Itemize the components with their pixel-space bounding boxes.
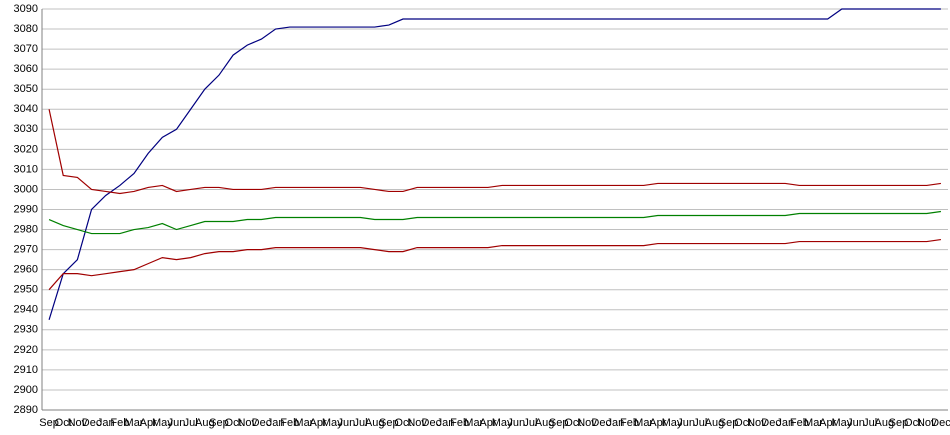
y-tick-label: 3000	[14, 183, 38, 195]
x-tick-label: Oct	[904, 417, 921, 429]
series-line	[48, 8, 941, 320]
x-tick-label: Apr	[479, 417, 496, 429]
x-tick-label: Nov	[747, 417, 767, 429]
x-tick-label: May	[492, 417, 513, 429]
y-tick-label: 3050	[14, 83, 38, 95]
x-tick-label: Jul	[693, 417, 707, 429]
x-tick-label: Sep	[889, 417, 909, 429]
x-tick-label: Mar	[464, 417, 483, 429]
x-tick-label: Dec	[252, 417, 272, 429]
x-tick-label: Jan	[776, 417, 794, 429]
x-tick-label: Mar	[125, 417, 144, 429]
x-tick-label: Jan	[267, 417, 285, 429]
x-tick-label: Mar	[804, 417, 823, 429]
x-tick-label: Mar	[634, 417, 653, 429]
x-tick-label: Dec	[82, 417, 102, 429]
y-tick-label: 3080	[14, 23, 38, 35]
x-tick-label: Feb	[450, 417, 469, 429]
y-tick-label: 3090	[14, 3, 38, 15]
y-tick-label: 3010	[14, 163, 38, 175]
x-tick-label: Jul	[863, 417, 877, 429]
y-tick-label: 2900	[14, 384, 38, 396]
y-tick-label: 2890	[14, 404, 38, 416]
x-tick-label: Oct	[564, 417, 581, 429]
y-tick-label: 2930	[14, 324, 38, 336]
x-tick-label: Nov	[237, 417, 257, 429]
x-tick-label: Jan	[97, 417, 115, 429]
y-tick-label: 3040	[14, 103, 38, 115]
series-line	[48, 210, 942, 235]
y-tick-label: 2990	[14, 203, 38, 215]
x-tick-label: Sep	[379, 417, 399, 429]
x-tick-label: Apr	[819, 417, 836, 429]
x-tick-label: Dec	[761, 417, 781, 429]
x-tick-label: Jun	[168, 417, 186, 429]
x-tick-label: Nov	[917, 417, 937, 429]
y-tick-label: 3060	[14, 63, 38, 75]
x-tick-label: Mar	[294, 417, 313, 429]
x-tick-label: Aug	[535, 417, 555, 429]
x-tick-label: Nov	[407, 417, 427, 429]
x-tick-label: Sep	[39, 417, 59, 429]
x-tick-label: Jun	[507, 417, 525, 429]
x-tick-label: Aug	[195, 417, 215, 429]
x-tick-label: Oct	[55, 417, 72, 429]
x-tick-label: Jul	[523, 417, 537, 429]
y-tick-label: 2980	[14, 223, 38, 235]
y-tick-label: 2920	[14, 344, 38, 356]
x-tick-label: May	[662, 417, 683, 429]
x-tick-label: Apr	[649, 417, 666, 429]
y-tick-label: 2950	[14, 284, 38, 296]
y-tick-label: 2960	[14, 264, 38, 276]
x-tick-label: Apr	[140, 417, 157, 429]
x-tick-label: Jun	[677, 417, 695, 429]
x-tick-label: Apr	[309, 417, 326, 429]
x-tick-label: Nov	[68, 417, 88, 429]
y-tick-label: 2970	[14, 244, 38, 256]
x-tick-label: Sep	[719, 417, 739, 429]
x-tick-label: May	[831, 417, 852, 429]
y-tick-label: 2910	[14, 364, 38, 376]
x-tick-label: Feb	[280, 417, 299, 429]
x-tick-label: Nov	[577, 417, 597, 429]
y-tick-label: 3070	[14, 43, 38, 55]
x-tick-label: Oct	[734, 417, 751, 429]
x-tick-label: Oct	[394, 417, 411, 429]
x-tick-label: Dec	[422, 417, 442, 429]
x-tick-label: Jun	[847, 417, 865, 429]
x-tick-label: Feb	[110, 417, 129, 429]
x-tick-label: Dec	[931, 417, 950, 429]
series-line	[48, 109, 942, 195]
x-tick-label: Feb	[790, 417, 809, 429]
x-tick-label: Feb	[620, 417, 639, 429]
x-tick-label: Aug	[705, 417, 725, 429]
y-tick-label: 3030	[14, 123, 38, 135]
x-tick-label: Aug	[875, 417, 895, 429]
x-tick-label: Sep	[549, 417, 569, 429]
y-tick-label: 3020	[14, 143, 38, 155]
y-tick-label: 2940	[14, 304, 38, 316]
series-line	[48, 238, 942, 291]
x-tick-label: Jul	[353, 417, 367, 429]
x-tick-label: Jul	[184, 417, 198, 429]
x-tick-label: Aug	[365, 417, 385, 429]
x-tick-label: Sep	[209, 417, 229, 429]
x-tick-label: Dec	[591, 417, 611, 429]
x-tick-label: May	[322, 417, 343, 429]
x-tick-label: Jan	[606, 417, 624, 429]
x-tick-label: Jun	[337, 417, 355, 429]
x-tick-label: Oct	[225, 417, 242, 429]
x-tick-label: Jan	[437, 417, 455, 429]
x-tick-label: May	[152, 417, 173, 429]
